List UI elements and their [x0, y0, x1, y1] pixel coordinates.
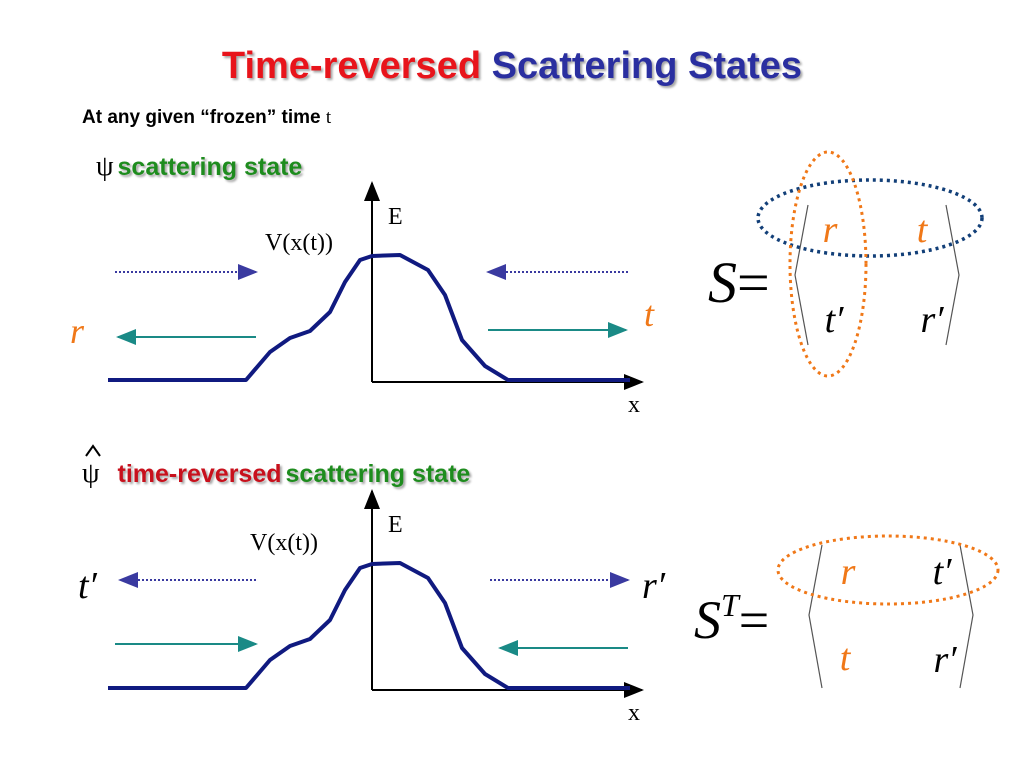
entry: t	[917, 209, 929, 251]
energy-label: E	[388, 512, 403, 538]
heading-1: ψ scattering state	[96, 151, 302, 182]
left-label: t′	[78, 565, 98, 607]
heading-green: scattering state	[118, 153, 303, 181]
plot-2: E V(x(t)) x t′ r′	[78, 489, 666, 726]
matrix-symbol: ST=	[694, 587, 769, 650]
entry: r	[823, 209, 838, 251]
bracket-right	[959, 544, 974, 689]
x-label: x	[628, 392, 640, 418]
matrix-s: S= r t t′ r′	[708, 150, 984, 378]
heading-2: ψ time-reversed scattering state	[82, 458, 470, 489]
matrix-symbol: S=	[708, 250, 770, 315]
matrix-letter: S	[708, 250, 737, 315]
equals: =	[739, 590, 769, 650]
entry: r	[841, 551, 856, 593]
subtitle: At any given “frozen” time t	[82, 107, 332, 128]
hat	[85, 444, 101, 457]
subtitle-text: At any given “frozen” time	[82, 107, 321, 128]
entry: t′	[825, 299, 845, 341]
psi-symbol: ψ	[82, 458, 100, 489]
row-highlight	[776, 534, 1000, 606]
x-label: x	[628, 700, 640, 726]
matrix-st: ST= r t′ t r′	[694, 534, 1000, 689]
subtitle-variable: t	[326, 107, 332, 128]
equals: =	[737, 250, 770, 315]
right-label: r′	[642, 565, 666, 607]
superscript: T	[721, 587, 741, 623]
entry: t	[840, 637, 852, 679]
entry: t′	[933, 551, 953, 593]
entry: r′	[920, 299, 944, 341]
potential-curve	[108, 561, 630, 690]
heading-green: scattering state	[286, 460, 471, 488]
row-highlight	[756, 178, 984, 258]
entry: r′	[933, 639, 957, 681]
potential-label: V(x(t))	[265, 230, 333, 256]
left-label: r	[70, 311, 85, 351]
bracket-right	[945, 204, 960, 346]
title-blue: Scattering States	[492, 45, 802, 87]
heading-red: time-reversed	[118, 460, 282, 488]
plot-1: E V(x(t)) x r t	[70, 181, 655, 418]
slide-title: Time-reversed Scattering States	[222, 45, 802, 87]
right-label: t	[644, 294, 655, 334]
title-red: Time-reversed	[222, 45, 481, 87]
psi-symbol: ψ	[96, 151, 114, 182]
bracket-left	[794, 204, 809, 346]
bracket-left	[808, 544, 823, 689]
matrix-letter: S	[694, 590, 721, 650]
potential-label: V(x(t))	[250, 530, 318, 556]
energy-label: E	[388, 204, 403, 230]
column-highlight	[788, 150, 868, 378]
potential-curve	[108, 253, 630, 382]
